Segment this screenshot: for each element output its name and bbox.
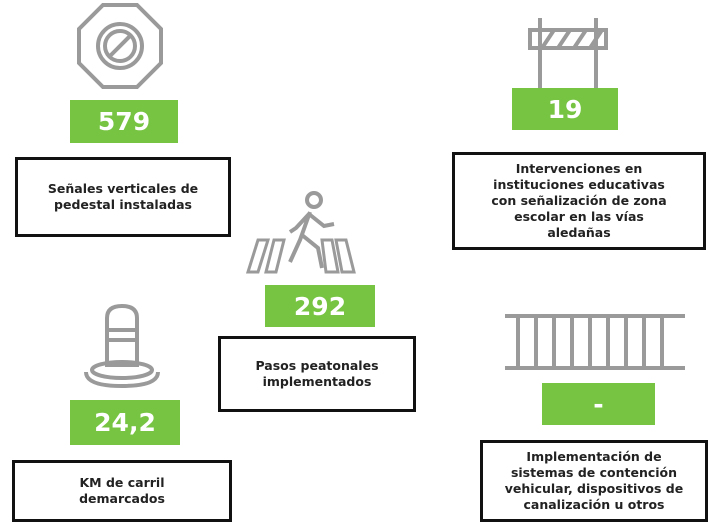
fence-icon — [505, 314, 685, 370]
sign-icon-slash — [108, 34, 132, 58]
label-line: con señalización de zona — [491, 193, 667, 208]
label-line: sistemas de contención — [510, 465, 678, 480]
value-box: 24,2 — [70, 400, 180, 445]
label-line: escolar en las vías — [514, 209, 644, 224]
sign-icon-circle — [96, 22, 144, 70]
label-line: demarcados — [79, 491, 165, 506]
label-box: Señales verticales de pedestal instalada… — [15, 157, 231, 237]
label-box: Implementación de sistemas de contención… — [480, 440, 708, 522]
label-line: implementados — [262, 374, 372, 389]
label-line: Señales verticales de — [47, 181, 199, 196]
sign-icon-inner — [103, 29, 137, 63]
label-line: pedestal instaladas — [54, 197, 192, 212]
label-line: KM de carril — [79, 475, 165, 490]
label-line: Pasos peatonales — [255, 358, 379, 373]
label-line: vehicular, dispositivos de — [504, 481, 684, 496]
pedestrian-icon — [245, 191, 356, 274]
label-box: KM de carril demarcados — [12, 460, 232, 522]
value-box: 19 — [512, 88, 618, 130]
sign-icon — [77, 3, 163, 89]
value-box: 579 — [70, 100, 178, 143]
label-box: Pasos peatonales implementados — [218, 336, 416, 412]
label-line: Intervenciones en — [515, 161, 643, 176]
value-box: 292 — [265, 285, 375, 327]
label-line: instituciones educativas — [493, 177, 665, 192]
label-box: Intervenciones en instituciones educativ… — [452, 152, 706, 250]
value-box: - — [542, 383, 655, 425]
label-line: aledañas — [547, 225, 611, 240]
label-line: canalización u otros — [523, 497, 665, 512]
bollard-icon — [84, 303, 160, 389]
barrier-icon — [528, 18, 608, 92]
label-line: Implementación de — [526, 449, 662, 464]
